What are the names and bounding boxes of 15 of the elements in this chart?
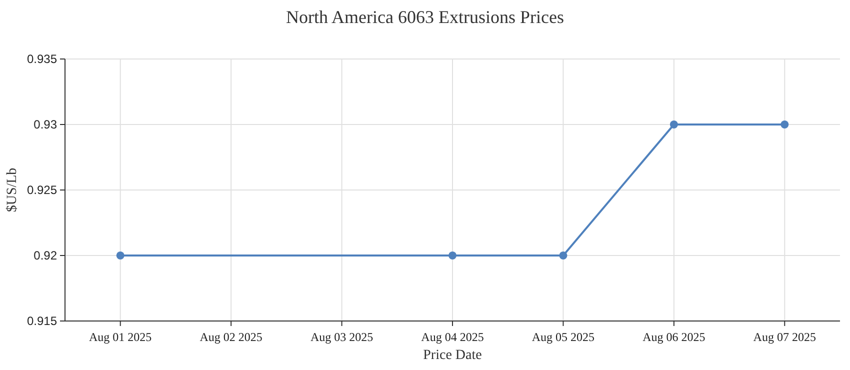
x-tick-label: Aug 07 2025 [753, 330, 816, 344]
y-tick-label: 0.935 [26, 52, 58, 66]
y-axis-title: $US/Lb [5, 168, 20, 212]
x-tick-label: Aug 03 2025 [310, 330, 374, 344]
x-tick-label: Aug 05 2025 [532, 330, 595, 344]
x-tick-label: Aug 02 2025 [200, 330, 262, 344]
x-tick-label: Aug 01 2025 [89, 330, 152, 344]
x-tick-label: Aug 04 2025 [421, 330, 484, 344]
y-tick-label: 0.93 [34, 118, 58, 132]
y-tick-label: 0.925 [26, 183, 58, 197]
chart-title: North America 6063 Extrusions Prices [286, 7, 564, 27]
y-tick-label: 0.915 [26, 314, 58, 328]
x-axis-title: Price Date [423, 348, 482, 363]
y-tick-label: 0.92 [34, 248, 58, 262]
x-tick-label: Aug 06 2025 [642, 330, 706, 344]
